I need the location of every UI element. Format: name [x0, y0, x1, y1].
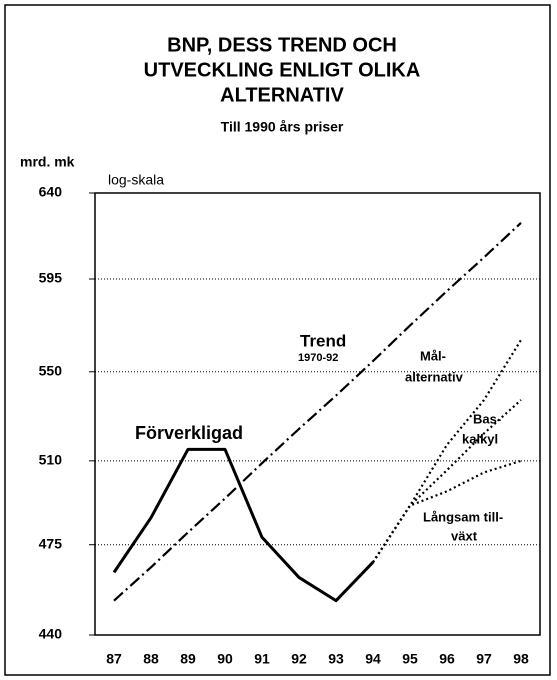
chart-title: BNP, DESS TREND OCH [167, 34, 397, 56]
scale-note: log-skala [108, 172, 164, 188]
annotation: 1970-92 [298, 352, 338, 364]
x-tick-label: 96 [439, 651, 455, 667]
y-tick-label: 550 [39, 362, 63, 378]
y-tick-label: 440 [39, 626, 63, 642]
series-line [113, 222, 522, 602]
y-tick-label: 595 [39, 270, 63, 286]
chart-title: ALTERNATIV [220, 84, 344, 106]
chart-title: UTVECKLING ENLIGT OLIKA [144, 59, 421, 81]
x-tick-label: 90 [217, 651, 233, 667]
x-tick-label: 98 [513, 651, 529, 667]
x-tick-label: 97 [476, 651, 492, 667]
annotation: Långsam till- [423, 509, 503, 524]
y-axis-label: mrd. mk [20, 154, 75, 170]
annotation: kalkyl [462, 431, 498, 446]
x-tick-label: 87 [106, 651, 122, 667]
y-tick-label: 475 [39, 535, 63, 551]
annotation: Bas- [473, 411, 501, 426]
annotation: Trend [300, 331, 346, 350]
annotation: växt [451, 528, 478, 543]
x-tick-label: 91 [254, 651, 270, 667]
plot-area [94, 192, 541, 636]
series-line [372, 459, 522, 563]
subtitle: Till 1990 års priser [221, 119, 344, 135]
y-tick-label: 510 [39, 452, 63, 468]
x-tick-label: 94 [365, 651, 381, 667]
frame [4, 4, 551, 676]
y-tick-label: 640 [39, 184, 63, 200]
series-line [112, 447, 375, 603]
annotation: alternativ [405, 369, 464, 384]
x-tick-label: 92 [291, 651, 307, 667]
annotation: Mål- [420, 348, 446, 363]
x-tick-label: 88 [143, 651, 159, 667]
annotation: Förverkligad [135, 423, 243, 443]
x-tick-label: 95 [402, 651, 418, 667]
x-tick-label: 93 [328, 651, 344, 667]
x-tick-label: 89 [180, 651, 196, 667]
